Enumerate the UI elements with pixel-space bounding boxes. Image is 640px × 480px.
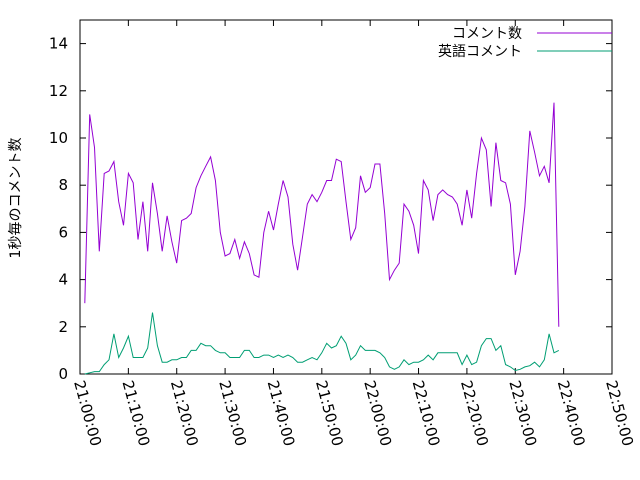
y-tick-label: 0 bbox=[58, 365, 68, 383]
x-tick-label: 21:10:00 bbox=[118, 378, 153, 448]
y-tick-label: 12 bbox=[49, 82, 68, 100]
y-axis-ticks: 0 2 4 6 8 10 12 14 bbox=[49, 35, 612, 383]
y-tick-label: 6 bbox=[58, 223, 68, 241]
y-axis-label: 1秒毎のコメント数 bbox=[8, 138, 24, 259]
legend-label: コメント数 bbox=[452, 26, 522, 42]
x-tick-label: 22:40:00 bbox=[554, 378, 589, 448]
series-line-1 bbox=[84, 312, 560, 375]
x-tick-label: 21:30:00 bbox=[215, 378, 250, 448]
y-tick-label: 4 bbox=[58, 271, 68, 289]
x-tick-label: 22:10:00 bbox=[409, 378, 444, 448]
y-tick-label: 8 bbox=[58, 176, 68, 194]
x-tick-label: 21:20:00 bbox=[167, 378, 202, 448]
x-tick-label: 22:50:00 bbox=[602, 378, 637, 448]
series-layer bbox=[84, 102, 560, 375]
x-tick-label: 22:30:00 bbox=[505, 378, 540, 448]
legend-label: 英語コメント bbox=[438, 43, 522, 60]
y-tick-label: 2 bbox=[58, 318, 68, 336]
x-tick-label: 22:00:00 bbox=[360, 378, 395, 448]
x-tick-label: 21:40:00 bbox=[264, 378, 299, 448]
x-tick-label: 21:00:00 bbox=[70, 378, 105, 448]
y-tick-label: 14 bbox=[49, 35, 68, 53]
x-tick-label: 21:50:00 bbox=[312, 378, 347, 448]
series-line-0 bbox=[84, 102, 560, 327]
axes bbox=[79, 19, 613, 375]
x-tick-label: 22:20:00 bbox=[457, 378, 492, 448]
y-tick-label: 10 bbox=[49, 129, 68, 147]
plot-border bbox=[79, 19, 613, 375]
